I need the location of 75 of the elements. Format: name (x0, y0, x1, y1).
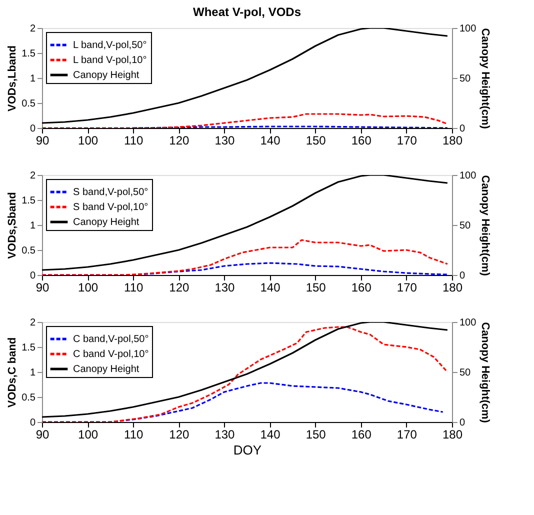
x-tick-label: 130 (214, 428, 236, 442)
y2-tick-label: 0 (460, 270, 466, 282)
legend-label: L band,V-pol,50° (73, 40, 147, 51)
y-tick-label: 0.5 (22, 98, 36, 110)
chart-title: Wheat V-pol, VODs (192, 5, 302, 19)
y2-tick-label: 0 (460, 124, 466, 134)
y-tick-label: 0 (30, 124, 36, 134)
x-axis-title: DOY (233, 442, 262, 458)
x-tick-label: 110 (124, 428, 144, 442)
x-tick-label: 170 (396, 280, 418, 294)
x-tick-label: 180 (442, 134, 463, 148)
y-tick-label: 2 (30, 24, 36, 34)
legend-label: C band V-pol,10° (73, 349, 149, 360)
legend-label: L band V-pol,10° (73, 55, 147, 66)
x-tick-label: 120 (169, 428, 190, 442)
x-tick-label: 140 (260, 280, 281, 294)
legend-label: Canopy Height (73, 70, 140, 81)
y-axis-title: VODs,C band (6, 337, 19, 408)
line-series (42, 239, 448, 275)
y-tick-label: 1.5 (22, 342, 36, 354)
y-tick-label: 1.5 (22, 48, 36, 60)
x-tick-label: 90 (36, 134, 50, 148)
x-tick-label: 100 (78, 134, 98, 148)
line-series (42, 28, 448, 124)
legend-label: Canopy Height (73, 217, 140, 228)
y-axis-title: VODs,Sband (6, 192, 19, 259)
y2-axis-title: Canopy Height(cm) (479, 322, 492, 424)
y2-tick-label: 100 (460, 318, 477, 328)
y-tick-label: 1.5 (22, 196, 36, 206)
line-series (42, 175, 448, 271)
x-tick-label: 120 (169, 134, 190, 148)
x-tick-label: 110 (124, 134, 144, 148)
y2-tick-label: 50 (460, 74, 472, 84)
x-tick-label: 150 (306, 280, 326, 294)
legend-label: C band,V-pol,50° (73, 334, 149, 345)
y2-axis-title: Canopy Height(cm) (479, 28, 492, 130)
x-tick-label: 120 (169, 280, 190, 294)
x-tick-label: 170 (396, 428, 418, 442)
x-tick-label: 140 (260, 134, 281, 148)
legend-label: S band V-pol,10° (73, 202, 148, 213)
legend-label: Canopy Height (73, 364, 140, 375)
y-tick-label: 1 (30, 368, 36, 378)
x-tick-label: 150 (306, 428, 326, 442)
y2-axis-title: Canopy Height(cm) (479, 175, 492, 276)
x-tick-label: 170 (396, 134, 418, 148)
x-tick-label: 130 (214, 134, 236, 148)
x-tick-label: 100 (78, 428, 98, 442)
line-series (42, 113, 448, 128)
y-tick-label: 0 (30, 270, 36, 282)
y-tick-label: 1 (30, 220, 36, 232)
x-tick-label: 140 (260, 428, 281, 442)
y-tick-label: 0.5 (22, 392, 36, 404)
x-tick-label: 90 (36, 280, 50, 294)
legend-label: S band,V-pol,50° (73, 187, 148, 198)
y-axis-title: VODs,Lband (6, 45, 19, 112)
x-tick-label: 160 (351, 428, 372, 442)
y2-tick-label: 50 (460, 368, 472, 378)
y2-tick-label: 100 (460, 170, 477, 182)
x-tick-label: 150 (306, 134, 326, 148)
x-tick-label: 160 (351, 280, 372, 294)
y-tick-label: 1 (30, 74, 36, 84)
x-tick-label: 180 (442, 280, 463, 294)
y-tick-label: 2 (30, 170, 36, 182)
y-tick-label: 0 (30, 418, 36, 428)
x-tick-label: 100 (78, 280, 98, 294)
x-tick-label: 110 (124, 280, 144, 294)
x-tick-label: 180 (442, 428, 463, 442)
y2-tick-label: 50 (460, 220, 472, 232)
y2-tick-label: 0 (460, 418, 466, 428)
y2-tick-label: 100 (460, 24, 477, 34)
y-tick-label: 0.5 (22, 246, 36, 256)
x-tick-label: 160 (351, 134, 372, 148)
y-tick-label: 2 (30, 318, 36, 328)
x-tick-label: 130 (214, 280, 236, 294)
x-tick-label: 90 (36, 428, 50, 442)
